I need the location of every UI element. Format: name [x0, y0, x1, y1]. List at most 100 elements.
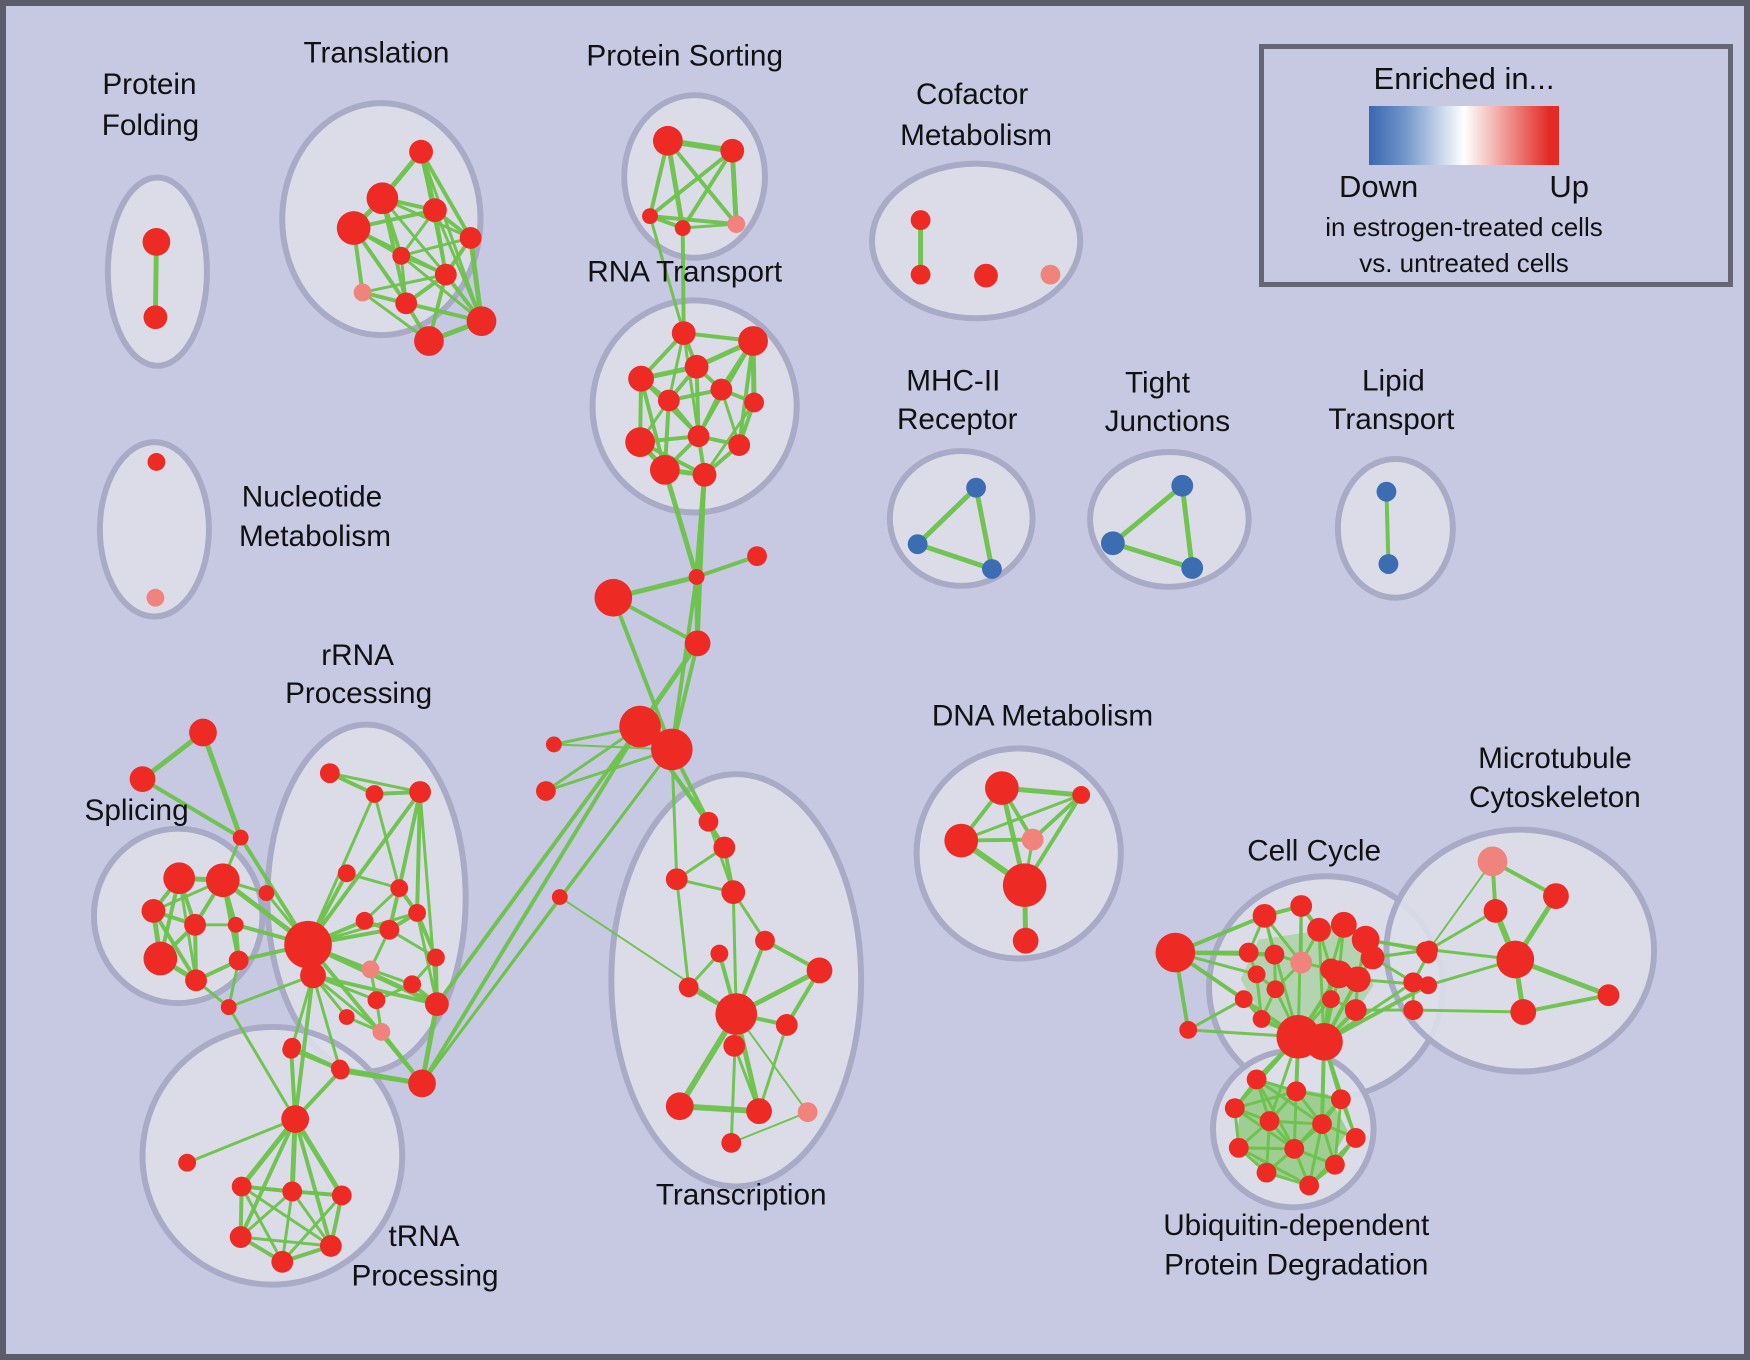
node[interactable]	[319, 1235, 342, 1257]
node[interactable]	[1181, 557, 1204, 579]
node[interactable]	[146, 588, 165, 607]
node[interactable]	[910, 264, 931, 285]
node[interactable]	[395, 292, 418, 315]
node[interactable]	[907, 534, 928, 555]
node[interactable]	[974, 263, 998, 288]
node[interactable]	[143, 305, 168, 330]
node[interactable]	[426, 948, 445, 967]
node[interactable]	[1330, 1089, 1351, 1110]
node[interactable]	[985, 771, 1019, 805]
node[interactable]	[141, 899, 166, 923]
node[interactable]	[723, 1034, 746, 1057]
node[interactable]	[409, 139, 433, 164]
node[interactable]	[338, 1009, 355, 1025]
node[interactable]	[1040, 264, 1061, 285]
node[interactable]	[392, 246, 411, 265]
node[interactable]	[353, 283, 372, 302]
node[interactable]	[1403, 972, 1424, 993]
node[interactable]	[258, 885, 275, 902]
node[interactable]	[688, 568, 705, 585]
node[interactable]	[1256, 1162, 1277, 1183]
node[interactable]	[1179, 1020, 1198, 1039]
node[interactable]	[1496, 940, 1535, 979]
node[interactable]	[1284, 1138, 1305, 1159]
node[interactable]	[710, 944, 729, 963]
node[interactable]	[1344, 999, 1367, 1021]
node[interactable]	[367, 991, 386, 1010]
node[interactable]	[1483, 899, 1508, 923]
node[interactable]	[619, 705, 661, 748]
node[interactable]	[390, 879, 409, 898]
node[interactable]	[1322, 990, 1340, 1009]
node[interactable]	[163, 862, 196, 895]
node[interactable]	[1597, 984, 1620, 1007]
node[interactable]	[1252, 904, 1277, 928]
node[interactable]	[355, 911, 374, 930]
node[interactable]	[1021, 828, 1044, 851]
node[interactable]	[728, 434, 751, 456]
node[interactable]	[1224, 1098, 1245, 1119]
node[interactable]	[1072, 786, 1091, 804]
node[interactable]	[408, 904, 426, 922]
node[interactable]	[423, 198, 447, 223]
node[interactable]	[1307, 917, 1331, 942]
node[interactable]	[982, 559, 1002, 579]
node[interactable]	[232, 829, 249, 846]
node[interactable]	[1012, 927, 1039, 954]
node[interactable]	[1477, 846, 1508, 877]
node[interactable]	[1286, 1081, 1307, 1102]
node[interactable]	[336, 211, 371, 245]
node[interactable]	[147, 453, 166, 471]
node[interactable]	[713, 836, 736, 859]
node[interactable]	[129, 766, 156, 793]
node[interactable]	[1264, 944, 1285, 965]
node[interactable]	[698, 811, 719, 832]
node[interactable]	[1155, 932, 1196, 973]
node[interactable]	[536, 781, 556, 801]
node[interactable]	[227, 916, 244, 933]
node[interactable]	[282, 1181, 303, 1202]
node[interactable]	[1330, 911, 1357, 938]
node[interactable]	[1360, 945, 1385, 970]
node[interactable]	[1305, 1022, 1343, 1061]
node[interactable]	[1510, 999, 1537, 1025]
node[interactable]	[142, 228, 171, 256]
node[interactable]	[721, 880, 746, 905]
node[interactable]	[403, 975, 422, 994]
node[interactable]	[1171, 474, 1194, 497]
node[interactable]	[229, 1226, 252, 1248]
node[interactable]	[331, 1185, 352, 1206]
node[interactable]	[284, 920, 332, 969]
node[interactable]	[143, 941, 178, 976]
node[interactable]	[189, 718, 217, 747]
node[interactable]	[231, 1176, 252, 1197]
node[interactable]	[1100, 531, 1125, 556]
node[interactable]	[1238, 942, 1259, 963]
node[interactable]	[721, 1132, 742, 1153]
node[interactable]	[1344, 966, 1371, 993]
node[interactable]	[1419, 976, 1437, 995]
node[interactable]	[372, 1022, 391, 1041]
node[interactable]	[178, 1153, 197, 1172]
node[interactable]	[746, 1098, 772, 1125]
node[interactable]	[319, 763, 340, 784]
node[interactable]	[625, 427, 655, 457]
node[interactable]	[687, 425, 710, 448]
node[interactable]	[944, 823, 979, 858]
node[interactable]	[684, 630, 711, 657]
node[interactable]	[331, 1061, 350, 1080]
node[interactable]	[910, 210, 931, 231]
node[interactable]	[1002, 863, 1047, 907]
node[interactable]	[545, 736, 562, 753]
node[interactable]	[184, 913, 206, 936]
node[interactable]	[775, 1014, 798, 1036]
node[interactable]	[678, 977, 699, 998]
node[interactable]	[282, 1040, 301, 1059]
node[interactable]	[710, 378, 733, 401]
node[interactable]	[1246, 1069, 1267, 1090]
node[interactable]	[228, 950, 249, 971]
node[interactable]	[414, 326, 444, 356]
node[interactable]	[1420, 940, 1438, 959]
node[interactable]	[366, 182, 399, 215]
node[interactable]	[300, 962, 326, 989]
